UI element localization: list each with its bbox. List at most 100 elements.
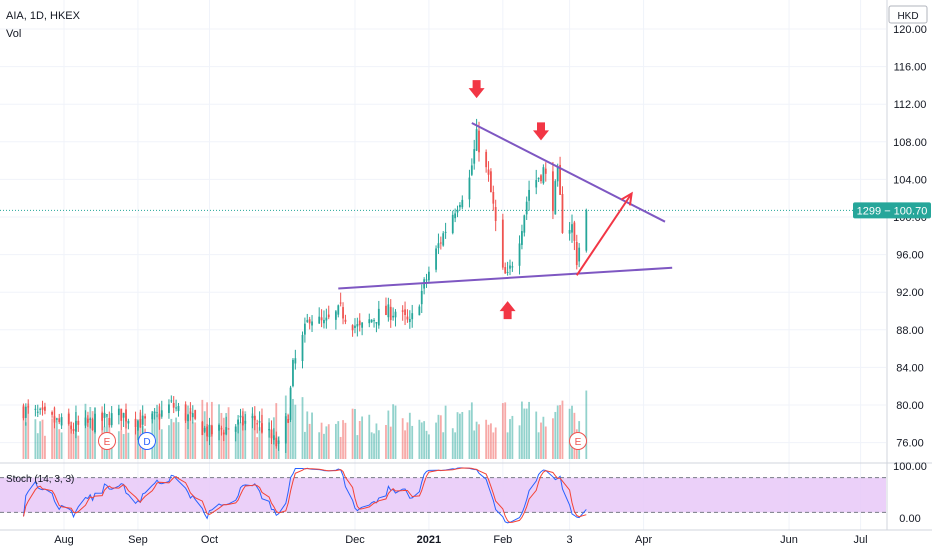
candle-body	[244, 420, 247, 424]
price-tick-label: 80.00	[896, 400, 924, 412]
volume-bar	[117, 431, 120, 459]
currency-badge[interactable]	[888, 5, 928, 24]
candle-body	[506, 271, 509, 273]
candle-body	[528, 189, 530, 201]
volume-bar	[356, 435, 359, 459]
down-arrow-marker[interactable]	[533, 122, 549, 141]
candle-body	[272, 435, 275, 440]
candle-body	[511, 266, 514, 268]
volume-bar	[189, 407, 192, 459]
candle-body	[377, 308, 380, 326]
candle-body	[206, 426, 208, 437]
candle-body	[194, 410, 197, 419]
stoch-label[interactable]: Stoch (14, 3, 3)	[6, 474, 74, 485]
earnings-marker[interactable]	[98, 432, 116, 450]
candle-body	[561, 193, 564, 233]
candle-body	[573, 222, 576, 241]
candle-body	[253, 416, 256, 421]
trendline-upper[interactable]	[471, 122, 666, 223]
volume-bar	[525, 408, 528, 459]
candle-body	[428, 271, 430, 281]
candle-body	[203, 427, 206, 432]
dividend-marker[interactable]	[138, 432, 156, 450]
candle-body	[485, 151, 488, 168]
candle-body	[177, 406, 180, 412]
candle-body	[408, 318, 411, 323]
candle-body	[351, 325, 354, 331]
volume-bar	[554, 411, 557, 459]
candle-body	[406, 316, 409, 320]
volume-bar	[368, 414, 371, 459]
candle-body	[67, 413, 70, 424]
candle-body	[60, 417, 63, 426]
time-tick-label: 3	[567, 534, 573, 546]
volume-bar	[70, 421, 73, 459]
candle-body	[556, 166, 559, 182]
price-tick-label: 76.00	[896, 438, 924, 450]
candle-body	[320, 317, 323, 321]
volume-bar	[468, 410, 471, 459]
volume-bar	[227, 407, 230, 459]
candle-body	[418, 306, 421, 316]
candle-body	[578, 247, 581, 262]
volume-bar	[392, 404, 395, 459]
volume-bar	[24, 422, 27, 459]
stoch-d-line	[23, 467, 587, 524]
candle-body	[509, 265, 511, 269]
candle-body	[468, 177, 471, 200]
candle-body	[151, 413, 154, 420]
candle-body	[306, 320, 309, 322]
candle-body	[225, 427, 228, 435]
candle-body	[437, 243, 440, 249]
candle-body	[521, 231, 523, 245]
down-arrow-marker[interactable]	[468, 80, 485, 99]
volume-bar	[454, 432, 457, 459]
symbol-title[interactable]: AIA, 1D, HKEX	[6, 10, 81, 22]
candle-body	[184, 404, 187, 421]
candle-body	[308, 319, 311, 324]
volume-bar	[459, 413, 461, 459]
volume-bar	[506, 432, 509, 459]
candle-body	[554, 181, 557, 215]
candle-body	[394, 311, 397, 318]
candle-body	[108, 417, 111, 426]
candle-body	[523, 215, 526, 233]
volume-bar	[220, 412, 223, 459]
volume-bar	[253, 415, 256, 459]
volume-bar	[325, 426, 328, 459]
volume-bar	[27, 403, 30, 459]
candle-body	[444, 231, 447, 233]
candle-body	[153, 411, 156, 414]
earnings-marker[interactable]	[569, 432, 587, 450]
volume-bar	[184, 413, 187, 459]
stoch-tick-label: 0.00	[899, 513, 920, 525]
volume-bar	[585, 390, 588, 459]
volume-bar	[501, 403, 504, 459]
candle-body	[120, 408, 123, 421]
candle-body	[334, 311, 337, 320]
candle-body	[91, 419, 94, 431]
volume-label[interactable]: Vol	[6, 28, 21, 40]
volume-bar	[411, 425, 414, 459]
candle-body	[389, 306, 392, 321]
last-price-tag: 1299 − 100.70	[853, 202, 931, 219]
projection-arrow[interactable]	[575, 192, 633, 276]
candle-body	[86, 418, 89, 423]
candle-body	[287, 419, 290, 423]
candle-body	[34, 408, 37, 410]
candle-body	[542, 167, 545, 184]
volume-bar	[404, 430, 406, 459]
volume-bar	[203, 411, 206, 459]
volume-bar	[473, 430, 476, 459]
volume-bar	[361, 416, 364, 459]
up-arrow-marker[interactable]	[499, 301, 516, 320]
volume-bar	[51, 418, 53, 459]
candle-body	[585, 210, 588, 251]
candle-body	[411, 313, 414, 320]
volume-bar	[492, 432, 495, 459]
candle-body	[261, 423, 263, 433]
volume-bar	[568, 408, 571, 459]
trendline-lower[interactable]	[338, 266, 673, 290]
volume-bar	[244, 411, 247, 459]
